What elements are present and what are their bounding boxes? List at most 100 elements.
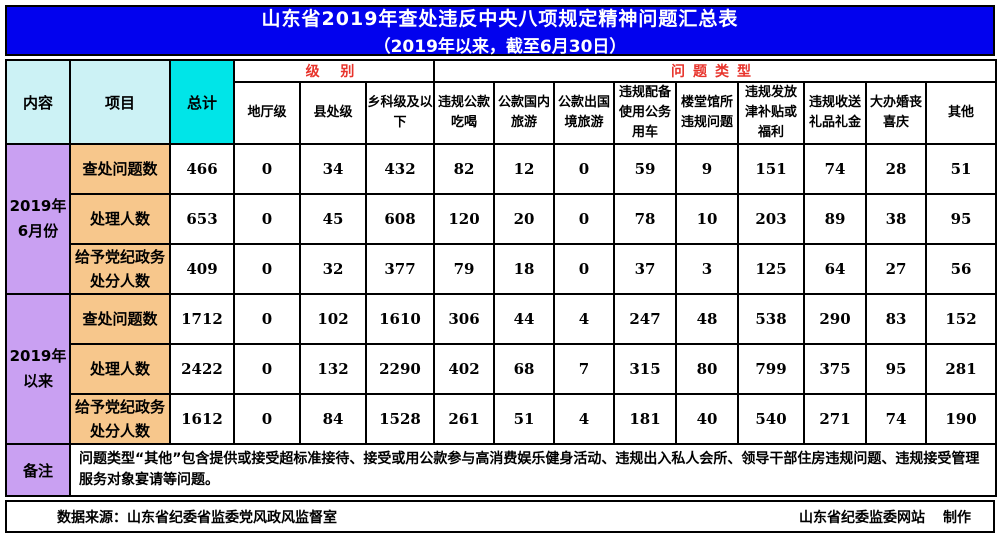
data-cell: 203 [737,193,805,246]
data-cell: 40 [675,393,739,446]
row-label-cell: 处理人数 [69,193,171,246]
row-label-cell: 查处问题数 [69,293,171,346]
data-cell: 64 [803,243,867,296]
type-col-header: 大办婚丧喜庆 [865,80,927,146]
data-cell: 0 [233,293,301,346]
group-label-cell: 2019年 以来 [5,293,71,446]
data-cell: 409 [169,243,235,296]
data-cell: 27 [865,243,927,296]
table-row: 处理人数 2422 0 132 2290 402 68 7 315 80 799… [6,343,997,396]
data-cell: 151 [737,143,805,196]
data-cell: 0 [233,393,301,446]
type-col-header: 其他 [925,80,997,146]
type-col-header: 违规公款吃喝 [433,80,495,146]
data-cell: 132 [299,343,367,396]
group-label-cell: 2019年 6月份 [5,143,71,296]
data-cell: 0 [233,343,301,396]
header-item: 项目 [69,58,171,146]
data-cell: 79 [433,243,495,296]
type-col-header: 违规收送礼品礼金 [803,80,867,146]
data-cell: 74 [803,143,867,196]
type-col-header: 违规发放津补贴或福利 [737,80,805,146]
data-cell: 0 [553,143,615,196]
type-col-header: 违规配备使用公务用车 [613,80,677,146]
remark-label-cell: 备注 [5,443,71,498]
footer-band: 数据来源：山东省纪委省监委党风政风监督室 山东省纪委监委网站 制作 [5,500,995,534]
data-cell: 95 [925,193,997,246]
data-cell: 315 [613,343,677,396]
data-cell: 1528 [365,393,435,446]
data-cell: 51 [925,143,997,196]
data-cell: 799 [737,343,805,396]
data-cell: 89 [803,193,867,246]
data-cell: 12 [493,143,555,196]
data-cell: 18 [493,243,555,296]
data-cell: 540 [737,393,805,446]
data-cell: 0 [233,243,301,296]
data-cell: 0 [553,193,615,246]
table-row: 给予党纪政务处分人数 1612 0 84 1528 261 51 4 181 4… [6,393,997,446]
title-band: 山东省2019年查处违反中央八项规定精神问题汇总表 （2019年以来，截至6月3… [5,5,995,57]
data-cell: 34 [299,143,367,196]
data-cell: 45 [299,193,367,246]
footer-credit-site: 山东省纪委监委网站 [799,509,925,526]
data-cell: 84 [299,393,367,446]
data-cell: 4 [553,393,615,446]
data-cell: 375 [803,343,867,396]
data-cell: 290 [803,293,867,346]
data-cell: 3 [675,243,739,296]
data-cell: 432 [365,143,435,196]
data-cell: 181 [613,393,677,446]
data-cell: 74 [865,393,927,446]
data-cell: 125 [737,243,805,296]
data-cell: 37 [613,243,677,296]
data-cell: 0 [233,193,301,246]
data-cell: 95 [865,343,927,396]
data-cell: 48 [675,293,739,346]
level-col-header: 地厅级 [233,80,301,146]
data-cell: 78 [613,193,677,246]
data-cell: 377 [365,243,435,296]
header-content: 内容 [5,58,71,146]
data-cell: 82 [433,143,495,196]
header-level-group: 级 别 [233,59,435,83]
header-type-group: 问题类型 [433,59,997,83]
remark-text: 问题类型“其他”包含提供或接受超标准接待、接受或用公款参与高消费娱乐健身活动、违… [69,443,997,498]
data-cell: 261 [433,393,495,446]
data-cell: 608 [365,193,435,246]
data-cell: 4 [553,293,615,346]
level-col-header: 县处级 [299,80,367,146]
row-label-cell: 给予党纪政务处分人数 [69,243,171,296]
table-row: 给予党纪政务处分人数 409 0 32 377 79 18 0 37 3 125… [6,243,997,296]
page-title: 山东省2019年查处违反中央八项规定精神问题汇总表 [261,8,739,30]
footer-credit-role: 制作 [943,509,971,526]
data-cell: 152 [925,293,997,346]
data-cell: 120 [433,193,495,246]
data-cell: 10 [675,193,739,246]
data-cell: 56 [925,243,997,296]
table-row: 2019年 以来 查处问题数 1712 0 102 1610 306 44 4 … [5,293,997,446]
page-subtitle: （2019年以来，截至6月30日） [373,37,627,57]
data-cell: 247 [613,293,677,346]
summary-table: 内容 项目 总计 级 别 问题类型 地厅级 县处级 乡科级及以下 违规公款吃喝 … [5,58,997,498]
data-cell: 402 [433,343,495,396]
data-cell: 44 [493,293,555,346]
row-label-cell: 给予党纪政务处分人数 [69,393,171,446]
type-col-header: 楼堂馆所违规问题 [675,80,739,146]
data-cell: 1610 [365,293,435,346]
row-label-cell: 处理人数 [69,343,171,396]
data-cell: 28 [865,143,927,196]
data-cell: 271 [803,393,867,446]
data-cell: 281 [925,343,997,396]
data-cell: 9 [675,143,739,196]
header-total: 总计 [169,58,235,146]
data-cell: 7 [553,343,615,396]
type-col-header: 公款国内旅游 [493,80,555,146]
data-cell: 1712 [169,293,235,346]
data-cell: 306 [433,293,495,346]
row-label-cell: 查处问题数 [69,143,171,196]
data-cell: 1612 [169,393,235,446]
table-row: 处理人数 653 0 45 608 120 20 0 78 10 203 89 … [6,193,997,246]
data-cell: 32 [299,243,367,296]
